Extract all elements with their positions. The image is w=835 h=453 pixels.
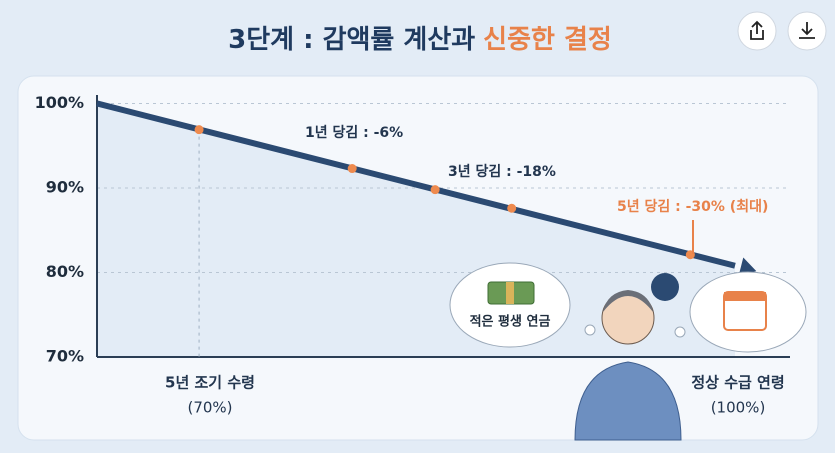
thought-illustration: 적은 평생 연금 bbox=[449, 262, 807, 441]
thought-bubble bbox=[449, 262, 571, 348]
y-tick-label: 100% bbox=[35, 93, 84, 112]
calendar-top bbox=[724, 292, 766, 301]
money-band bbox=[506, 282, 514, 304]
link-badge bbox=[651, 273, 679, 301]
y-tick-label: 70% bbox=[46, 347, 84, 366]
annotation: 1년 당김 : -6% bbox=[305, 124, 403, 141]
x-label: 5년 조기 수령 bbox=[165, 374, 255, 392]
point bbox=[194, 125, 204, 135]
bubble-text: 적은 평생 연금 bbox=[470, 314, 551, 330]
annotation: 5년 당김 : -30% (최대) bbox=[617, 198, 768, 215]
person-body bbox=[574, 361, 682, 441]
download-button[interactable] bbox=[787, 11, 827, 51]
title-main: 3단계 : 감액률 계산과 bbox=[228, 25, 475, 55]
share-button[interactable] bbox=[737, 11, 777, 51]
point bbox=[430, 185, 440, 195]
x-label: 정상 수급 연령 bbox=[691, 374, 784, 392]
x-label: (70%) bbox=[187, 399, 232, 417]
bubble-dot bbox=[584, 324, 596, 336]
annotation: 3년 당김 : -18% bbox=[448, 163, 556, 180]
share-icon bbox=[750, 20, 764, 40]
point bbox=[507, 203, 517, 213]
point bbox=[347, 164, 357, 174]
title-highlight: 신중한 결정 bbox=[483, 25, 612, 55]
plot: 70% 80% 90% 100% bbox=[35, 93, 790, 366]
area bbox=[97, 103, 735, 357]
bubble-dot bbox=[674, 326, 686, 338]
y-tick-label: 90% bbox=[46, 177, 84, 196]
download-icon bbox=[799, 22, 815, 39]
x-label: (100%) bbox=[711, 399, 766, 417]
title: 3단계 : 감액률 계산과 신중한 결정 bbox=[228, 25, 612, 55]
person-hair bbox=[603, 290, 653, 312]
y-tick-label: 80% bbox=[46, 262, 84, 281]
